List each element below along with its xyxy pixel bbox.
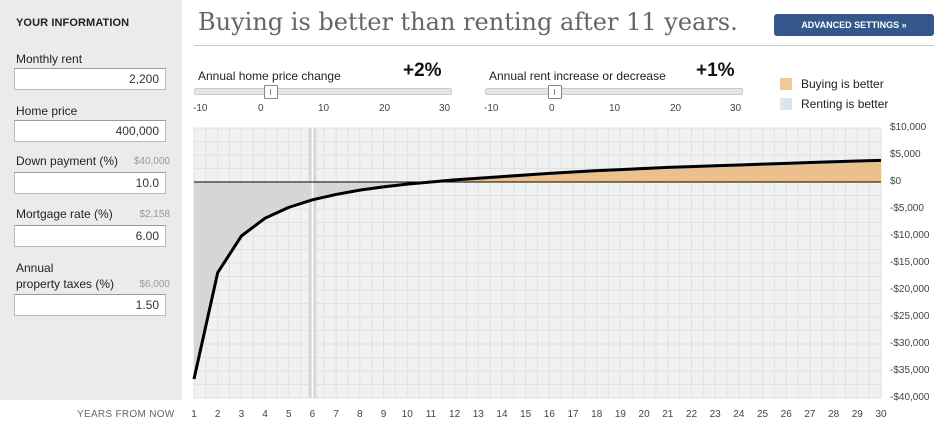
x-tick-label: 10 bbox=[401, 409, 413, 420]
header-divider bbox=[194, 45, 934, 46]
slider1-tick: 10 bbox=[318, 103, 330, 114]
x-tick-label: 30 bbox=[875, 409, 887, 420]
x-tick-label: 3 bbox=[238, 409, 245, 420]
rent-change-track[interactable] bbox=[485, 88, 743, 95]
y-tick-label: -$30,000 bbox=[890, 338, 930, 349]
down-payment-input[interactable]: 10.0 bbox=[14, 172, 166, 194]
slider2-tick: -10 bbox=[484, 103, 499, 114]
home-price-change-track[interactable] bbox=[194, 88, 452, 95]
x-tick-label: 17 bbox=[567, 409, 579, 420]
mortgage-payment-amount: $2,158 bbox=[139, 209, 170, 220]
legend-renting-label: Renting is better bbox=[801, 97, 889, 111]
x-tick-label: 18 bbox=[591, 409, 603, 420]
x-tick-label: 1 bbox=[191, 409, 197, 420]
x-tick-label: 7 bbox=[333, 409, 339, 420]
x-tick-label: 23 bbox=[709, 409, 721, 420]
x-tick-label: 22 bbox=[685, 409, 698, 420]
y-tick-label: -$40,000 bbox=[890, 392, 930, 403]
property-taxes-label-line2: property taxes (%) bbox=[16, 277, 115, 291]
down-payment-label: Down payment (%) bbox=[16, 154, 119, 168]
x-tick-label: 25 bbox=[756, 409, 769, 420]
x-tick-label: 16 bbox=[543, 409, 555, 420]
series-line bbox=[192, 158, 882, 380]
mortgage-rate-label: Mortgage rate (%) bbox=[16, 207, 113, 221]
monthly-rent-label: Monthly rent bbox=[16, 52, 83, 66]
slider2-tick: 30 bbox=[730, 103, 742, 114]
home-price-change-label: Annual home price change bbox=[198, 69, 341, 83]
home-price-label: Home price bbox=[16, 104, 78, 118]
rent-change-handle[interactable] bbox=[548, 85, 563, 99]
x-tick-label: 5 bbox=[285, 409, 292, 420]
y-tick-label: -$5,000 bbox=[890, 203, 924, 214]
x-tick-label: 4 bbox=[262, 409, 268, 420]
x-tick-label: 24 bbox=[733, 409, 745, 420]
y-tick-label: -$20,000 bbox=[890, 284, 930, 295]
x-tick-label: 6 bbox=[309, 409, 316, 420]
down-payment-amount: $40,000 bbox=[133, 156, 170, 167]
legend-buying-label: Buying is better bbox=[801, 77, 884, 91]
x-tick-label: 12 bbox=[449, 409, 461, 420]
home-price-change-handle[interactable] bbox=[263, 85, 278, 99]
x-tick-label: 27 bbox=[804, 409, 816, 420]
y-tick-label: -$10,000 bbox=[890, 230, 930, 241]
property-taxes-label-line1: Annual bbox=[16, 261, 54, 275]
x-tick-label: 9 bbox=[380, 409, 387, 420]
property-taxes-input[interactable]: 1.50 bbox=[14, 294, 166, 316]
legend-renting-swatch bbox=[780, 98, 792, 110]
advanced-settings-button[interactable]: ADVANCED SETTINGS » bbox=[774, 14, 934, 36]
slider1-tick: 20 bbox=[379, 103, 391, 114]
home-price-change-value: +2% bbox=[403, 60, 442, 81]
monthly-rent-input[interactable]: 2,200 bbox=[14, 68, 166, 90]
x-tick-label: 8 bbox=[357, 409, 363, 420]
slider2-tick: 10 bbox=[609, 103, 621, 114]
headline: Buying is better than renting after 11 y… bbox=[198, 8, 738, 36]
x-axis-title: YEARS FROM NOW bbox=[77, 409, 175, 420]
x-tick-label: 15 bbox=[520, 409, 532, 420]
x-tick-label: 14 bbox=[496, 409, 508, 420]
home-price-input[interactable]: 400,000 bbox=[14, 120, 166, 142]
x-tick-label: 28 bbox=[828, 409, 840, 420]
x-tick-label: 2 bbox=[214, 409, 221, 420]
y-tick-label: $5,000 bbox=[890, 149, 921, 160]
y-tick-label: -$15,000 bbox=[890, 257, 930, 268]
x-tick-label: 19 bbox=[614, 409, 626, 420]
x-tick-label: 21 bbox=[662, 409, 674, 420]
x-tick-label: 29 bbox=[851, 409, 863, 420]
slider1-tick: -10 bbox=[193, 103, 208, 114]
y-tick-label: $10,000 bbox=[890, 122, 927, 133]
x-tick-label: 20 bbox=[638, 409, 650, 420]
x-tick-label: 13 bbox=[472, 409, 484, 420]
slider2-tick: 20 bbox=[670, 103, 682, 114]
x-tick-label: 11 bbox=[425, 409, 437, 420]
rent-change-value: +1% bbox=[696, 60, 735, 81]
slider2-tick: 0 bbox=[549, 103, 555, 114]
legend-buying-swatch bbox=[780, 78, 792, 90]
y-tick-label: -$25,000 bbox=[890, 311, 930, 322]
x-tick-label: 26 bbox=[780, 409, 792, 420]
property-taxes-amount: $6,000 bbox=[139, 279, 170, 290]
rent-change-label: Annual rent increase or decrease bbox=[489, 69, 666, 83]
y-tick-label: -$35,000 bbox=[890, 365, 930, 376]
mortgage-rate-input[interactable]: 6.00 bbox=[14, 225, 166, 247]
slider1-tick: 30 bbox=[439, 103, 451, 114]
renting-better-area bbox=[194, 182, 431, 380]
y-tick-label: $0 bbox=[890, 176, 902, 187]
sidebar-title: YOUR INFORMATION bbox=[16, 17, 130, 29]
sidebar: YOUR INFORMATION Monthly rent 2,200 Home… bbox=[0, 0, 182, 400]
slider1-tick: 0 bbox=[258, 103, 264, 114]
buying-better-area bbox=[430, 160, 881, 182]
